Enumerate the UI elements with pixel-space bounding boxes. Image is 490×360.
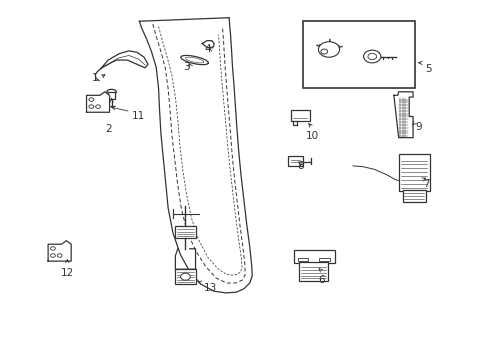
- Text: 6: 6: [318, 275, 325, 285]
- Text: 12: 12: [61, 268, 74, 278]
- Text: 8: 8: [297, 161, 303, 171]
- Polygon shape: [202, 41, 214, 48]
- Text: 11: 11: [132, 112, 146, 121]
- Bar: [399, 154, 430, 190]
- Bar: [294, 249, 335, 263]
- Bar: [303, 21, 416, 88]
- Circle shape: [321, 49, 328, 54]
- Circle shape: [368, 53, 377, 60]
- Text: 5: 5: [425, 64, 432, 74]
- Circle shape: [50, 254, 55, 257]
- Text: 13: 13: [204, 283, 218, 293]
- Circle shape: [318, 42, 340, 57]
- Text: 7: 7: [423, 179, 429, 189]
- Circle shape: [364, 50, 381, 63]
- Bar: [319, 258, 330, 261]
- Bar: [291, 111, 310, 121]
- Bar: [175, 225, 196, 238]
- Text: 1: 1: [92, 73, 98, 83]
- Text: 9: 9: [416, 122, 422, 132]
- Bar: [288, 156, 303, 166]
- Polygon shape: [87, 92, 110, 112]
- Polygon shape: [101, 51, 148, 68]
- Polygon shape: [394, 92, 413, 138]
- Text: 4: 4: [205, 45, 211, 54]
- Bar: [298, 258, 308, 261]
- Text: 2: 2: [105, 123, 111, 134]
- Bar: [175, 269, 196, 284]
- Circle shape: [50, 247, 55, 250]
- Text: 3: 3: [183, 62, 190, 72]
- Circle shape: [57, 254, 62, 257]
- Circle shape: [89, 105, 94, 108]
- Polygon shape: [48, 241, 71, 261]
- Circle shape: [96, 105, 100, 108]
- Bar: [299, 262, 328, 280]
- Text: 10: 10: [306, 131, 319, 141]
- Bar: [402, 190, 425, 202]
- Circle shape: [181, 273, 190, 280]
- Circle shape: [89, 98, 94, 101]
- Polygon shape: [181, 55, 208, 65]
